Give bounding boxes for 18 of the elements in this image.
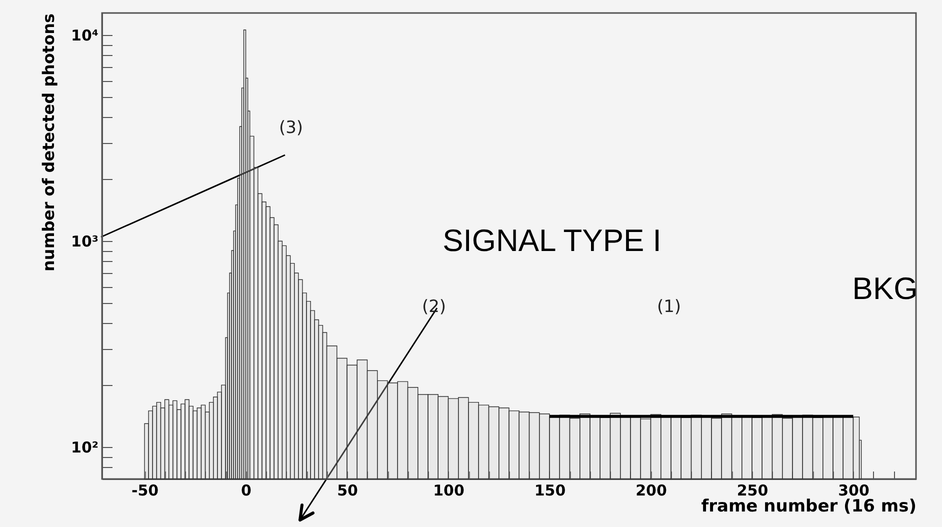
y-tick-label: 10² bbox=[71, 438, 98, 457]
x-tick-label: -50 bbox=[131, 482, 159, 500]
x-tick-label: 100 bbox=[433, 482, 464, 500]
x-tick-label: 200 bbox=[636, 482, 667, 500]
x-tick-label: 150 bbox=[534, 482, 566, 500]
x-tick-label: 50 bbox=[337, 482, 358, 500]
annotation: (3) bbox=[278, 118, 304, 138]
annotation: SIGNAL TYPE I bbox=[442, 223, 662, 258]
annotation: (2) bbox=[422, 297, 446, 317]
x-tick-label: 250 bbox=[736, 482, 768, 500]
annotation: (1) bbox=[656, 297, 682, 317]
x-tick-label: 0 bbox=[241, 482, 252, 500]
x-tick-label: 300 bbox=[838, 482, 870, 500]
annotation: BKG bbox=[852, 271, 918, 306]
y-tick-label: 10⁴ bbox=[71, 26, 98, 45]
x-axis-title: frame number (16 ms) bbox=[701, 496, 916, 516]
y-axis-title: number of detected photons bbox=[39, 14, 58, 272]
y-tick-label: 10³ bbox=[71, 232, 98, 251]
